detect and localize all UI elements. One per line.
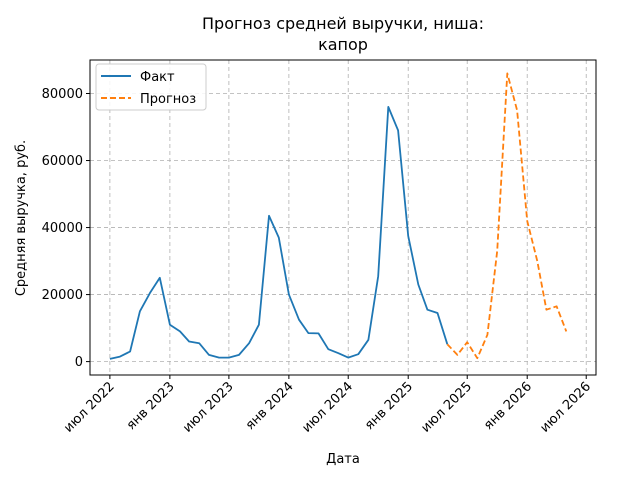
series-layer	[109, 72, 568, 360]
chart-title-line-2: капор	[318, 35, 368, 54]
grid	[90, 60, 596, 375]
x-tick-label: янв 2025	[362, 379, 416, 433]
chart-title-line-1: Прогноз средней выручки, ниша:	[202, 14, 484, 33]
series-line-forecast	[446, 72, 568, 360]
y-tick-label: 40000	[42, 221, 83, 236]
x-tick-label: июл 2024	[300, 379, 357, 436]
y-tick-label: 80000	[42, 87, 83, 102]
x-tick-label: янв 2023	[124, 379, 178, 433]
legend: Факт Прогноз	[95, 63, 207, 111]
series-line-fact	[109, 106, 449, 360]
x-tick-label: июл 2025	[419, 379, 476, 436]
x-tick-label: июл 2026	[538, 379, 595, 436]
x-tick-label: янв 2024	[243, 379, 297, 433]
y-ticks: 0 20000 40000 60000 80000	[42, 87, 90, 370]
plot-frame	[89, 59, 597, 376]
x-tick-label: янв 2026	[481, 379, 535, 433]
legend-label-fact: Факт	[140, 70, 175, 85]
x-tick-label: июл 2023	[180, 379, 237, 436]
y-axis-label: Средняя выручка, руб.	[14, 140, 29, 296]
y-tick-label: 20000	[42, 288, 83, 303]
legend-label-forecast: Прогноз	[140, 92, 196, 107]
y-tick-label: 0	[75, 355, 83, 370]
x-axis-label: Дата	[326, 452, 360, 467]
x-ticks: июл 2022 янв 2023 июл 2023 янв 2024 июл 2024…	[61, 375, 594, 436]
y-tick-label: 60000	[42, 154, 83, 169]
x-tick-label: июл 2022	[61, 379, 118, 436]
